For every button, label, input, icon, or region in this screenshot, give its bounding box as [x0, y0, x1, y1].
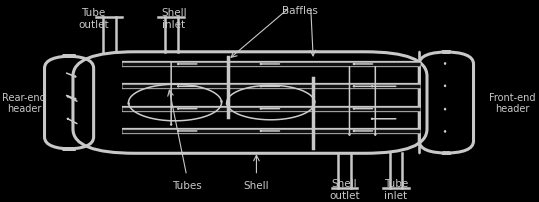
Text: Baffles: Baffles: [282, 6, 319, 16]
Text: Rear-end
header: Rear-end header: [2, 92, 46, 114]
Text: Tube
inlet: Tube inlet: [384, 179, 408, 200]
Text: Shell: Shell: [244, 180, 270, 190]
Text: Front-end
header: Front-end header: [489, 92, 536, 114]
Text: Shell
outlet: Shell outlet: [329, 179, 360, 200]
Text: Shell
inlet: Shell inlet: [161, 8, 186, 29]
Text: Tubes: Tubes: [172, 180, 202, 190]
Text: Tube
outlet: Tube outlet: [78, 8, 109, 29]
